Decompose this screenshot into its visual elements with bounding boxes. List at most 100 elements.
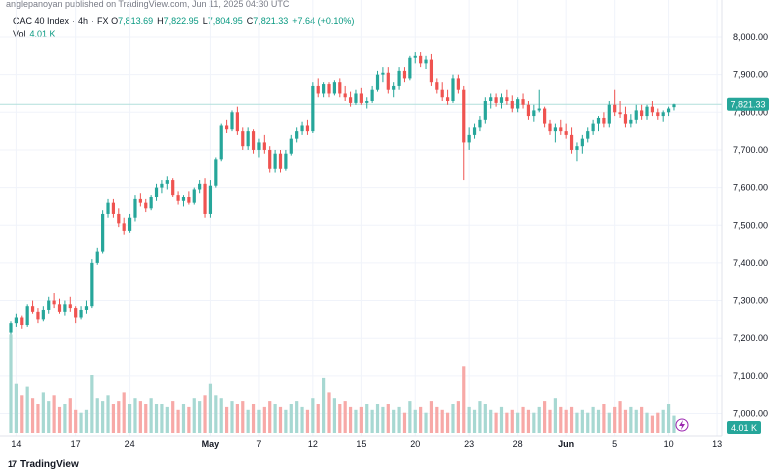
candle-body <box>235 112 239 132</box>
candle-body <box>52 300 56 305</box>
candle-body <box>192 189 196 203</box>
candle-body <box>672 104 676 108</box>
volume-bar <box>537 406 541 433</box>
candle-body <box>661 112 665 117</box>
high-key: H <box>157 16 164 26</box>
volume-bar <box>160 404 164 433</box>
volume-bar <box>634 409 638 433</box>
volume-bar <box>402 412 407 433</box>
volume-badge-bg <box>727 421 761 434</box>
volume-bar <box>548 409 552 433</box>
candle-body <box>127 217 132 231</box>
volume-bar <box>375 404 380 433</box>
candle-body <box>569 134 574 150</box>
volume-bar <box>305 409 310 433</box>
volume-label: Vol <box>13 29 26 39</box>
candle-body <box>20 317 24 326</box>
time-tick-label: 12 <box>308 439 318 449</box>
volume-bar <box>268 401 272 433</box>
volume-bar <box>284 409 288 433</box>
volume-bar <box>9 334 13 433</box>
candle-body <box>149 197 153 209</box>
volume-bar <box>564 409 568 433</box>
replay-button[interactable] <box>675 418 689 432</box>
volume-bar <box>198 401 202 433</box>
price-tick-label: 7,500.00 <box>733 220 768 230</box>
candle-body <box>262 142 266 150</box>
candle-body <box>106 202 110 214</box>
volume-bar <box>57 406 62 433</box>
candle-body <box>618 112 622 115</box>
volume-bar <box>478 401 482 433</box>
volume-bar <box>262 406 266 433</box>
volume-bar <box>122 392 126 433</box>
candle-body <box>645 106 649 117</box>
candle-body <box>440 89 444 98</box>
volume-bar <box>429 401 434 433</box>
volume-bar <box>543 401 547 433</box>
separator-dot: · <box>91 16 95 26</box>
volume-bar <box>462 366 466 433</box>
volume-bar <box>68 398 72 433</box>
candle-body <box>257 142 261 150</box>
candle-body <box>332 82 336 94</box>
candle-body <box>451 78 455 102</box>
volume-bar <box>623 409 628 433</box>
candle-body <box>510 101 514 109</box>
volume-bar <box>392 409 396 433</box>
candle-body <box>30 306 35 312</box>
volume-bar <box>505 412 509 433</box>
volume-legend: Vol 4.01 K <box>13 28 56 40</box>
candle-body <box>602 117 606 124</box>
volume-bar <box>472 409 477 433</box>
candle-body <box>543 108 547 124</box>
volume-bar <box>526 409 531 433</box>
candle-body <box>289 138 293 154</box>
candle-body <box>640 110 644 117</box>
tradingview-mark-icon: 17 <box>8 459 17 469</box>
volume-bar <box>14 383 18 433</box>
tradingview-logo[interactable]: 17 TradingView <box>8 458 79 470</box>
exchange: FX <box>97 16 109 26</box>
candle-body <box>343 93 347 98</box>
timeframe: 4h <box>78 16 89 26</box>
candle-body <box>268 149 272 169</box>
volume-bar <box>273 404 277 433</box>
volume-bar <box>192 398 196 433</box>
candle-body <box>634 110 638 120</box>
volume-bar <box>101 401 105 433</box>
candle-body <box>666 108 671 113</box>
candle-body <box>348 97 353 103</box>
volume-bar <box>63 404 67 433</box>
volume-bar <box>521 406 525 433</box>
candle-body <box>171 180 175 196</box>
candle-body <box>154 187 159 198</box>
candle-body <box>532 110 536 117</box>
volume-value: 4.01 K <box>29 29 56 39</box>
price-tick-label: 7,700.00 <box>733 145 768 155</box>
time-tick-label: 24 <box>125 439 135 449</box>
volume-bar <box>467 406 471 433</box>
volume-bars <box>9 334 676 433</box>
candle-body <box>564 131 568 135</box>
time-tick-label: 10 <box>664 439 674 449</box>
candle-body <box>203 183 207 214</box>
candle-body <box>165 180 169 184</box>
volume-bar <box>613 406 617 433</box>
candle-body <box>656 112 660 117</box>
volume-bar <box>553 398 557 433</box>
lightning-icon[interactable] <box>679 420 685 430</box>
price-tick-label: 8,000.00 <box>733 32 768 42</box>
time-tick-label: 28 <box>513 439 523 449</box>
publish-header: anglepanoyan published on TradingView.co… <box>6 0 290 9</box>
volume-bar <box>370 409 374 433</box>
volume-bar <box>413 409 417 433</box>
volume-bar <box>489 409 493 433</box>
volume-bar <box>343 401 347 433</box>
candle-body <box>101 213 105 252</box>
last-price-badge-bg <box>727 97 769 111</box>
candle-body <box>402 70 407 79</box>
price-axis: 8,000.00 7,900.00 7,800.00 7,700.00 7,600.00… <box>733 32 768 419</box>
volume-bar <box>311 398 315 433</box>
